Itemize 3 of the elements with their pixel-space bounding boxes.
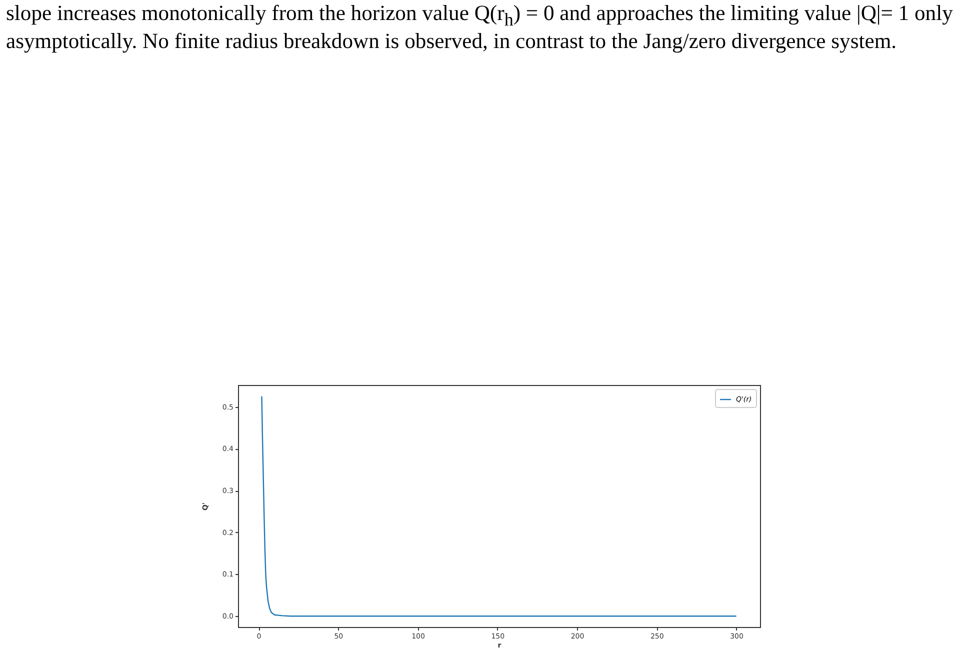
- line-series: [261, 396, 737, 617]
- text: slope increases monotonically from the horizon value Q(r$_{h}$) = 0 and approaches the limiting value |Q|= 1 only: [6, 1, 953, 30]
- text: asymptotically. No finite radius breakdown is observed, in contrast to the Jang/zero divergence system.: [6, 29, 898, 54]
